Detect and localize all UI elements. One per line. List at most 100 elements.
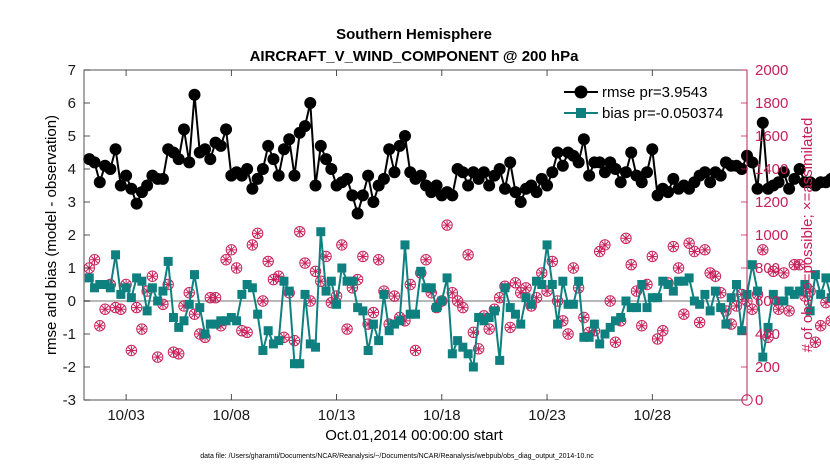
bias-point: [632, 303, 641, 313]
obs-assimilated-point: [463, 250, 473, 260]
bias-point: [358, 306, 368, 316]
obs-possible-point: [225, 244, 238, 256]
obs-assimilated-point: [268, 275, 278, 285]
rmse-point: [251, 172, 264, 185]
rmse-point: [183, 156, 196, 169]
obs-assimilated-point: [684, 238, 694, 248]
y-tick-label: 7: [68, 62, 76, 79]
rmse-point: [662, 186, 675, 199]
bias-point: [137, 276, 147, 286]
obs-assimilated-point: [521, 283, 531, 293]
obs-possible-point: [609, 336, 622, 348]
rmse-point: [462, 179, 475, 192]
obs-possible-point: [625, 259, 637, 271]
bias-point: [321, 286, 331, 296]
obs-assimilated-point: [232, 263, 242, 273]
rmse-point: [477, 166, 490, 179]
bias-point: [311, 342, 321, 352]
obs-assimilated-point: [505, 322, 515, 332]
obs-assimilated-point: [610, 337, 620, 347]
obs-assimilated-point: [153, 352, 163, 362]
bias-point: [105, 283, 115, 293]
bias-point: [484, 313, 494, 322]
x-axis-label: Oct.01,2014 00:00:00 start: [325, 427, 503, 444]
obs-assimilated-point: [247, 240, 257, 250]
y-axis-left: -3 -2 -1 0 1 2 3 4 5 6 7: [63, 62, 90, 409]
rmse-point: [583, 169, 596, 182]
bias-point: [295, 359, 305, 369]
bias-point: [589, 319, 599, 329]
rmse-point: [619, 166, 632, 179]
obs-possible-point: [246, 239, 259, 251]
rmse-point: [714, 169, 727, 182]
y-tick-label: -2: [63, 359, 76, 376]
obs-possible-point: [636, 320, 648, 332]
rmse-point: [498, 182, 511, 195]
obs-possible-point: [667, 240, 680, 253]
obs-possible-point: [530, 292, 543, 304]
obs-possible-point: [457, 301, 469, 314]
obs-assimilated-point: [389, 291, 399, 301]
obs-possible-point: [630, 285, 643, 297]
rmse-point: [304, 97, 317, 109]
obs-assimilated-point: [758, 245, 768, 255]
bias-point: [537, 280, 547, 289]
rmse-point: [172, 153, 185, 166]
obs-possible-point: [183, 287, 195, 299]
obs-possible-point: [88, 254, 101, 266]
bias-point: [789, 289, 799, 299]
obs-assimilated-point: [174, 349, 184, 359]
obs-assimilated-point: [637, 321, 647, 331]
bias-point: [558, 276, 568, 286]
obs-possible-point: [820, 296, 830, 309]
bias-point: [237, 289, 247, 299]
bias-point: [779, 296, 789, 306]
obs-possible-point: [367, 306, 380, 319]
rmse-point: [483, 179, 496, 192]
rmse-point: [577, 133, 590, 146]
obs-possible-point: [578, 311, 590, 324]
bias-point: [716, 303, 726, 313]
bias-point: [737, 326, 747, 336]
y-tick-label: 1: [68, 260, 76, 277]
obs-possible-point: [146, 270, 159, 282]
bias-point: [616, 313, 626, 322]
rmse-series: [83, 88, 830, 220]
obs-possible-point: [604, 295, 616, 307]
bias-point: [710, 286, 720, 296]
obs-assimilated-point: [816, 321, 826, 331]
obs-assimilated-point: [568, 263, 578, 273]
obs-possible-point: [309, 265, 322, 277]
bias-point: [226, 313, 236, 322]
rmse-point: [256, 163, 269, 175]
bias-point: [726, 293, 736, 303]
obs-assimilated-point: [537, 268, 547, 278]
obs-assimilated-point: [221, 255, 231, 265]
bias-point: [90, 283, 100, 293]
bias-point: [84, 273, 94, 283]
rmse-point: [751, 182, 764, 195]
bias-point: [795, 286, 805, 296]
bias-point: [274, 336, 284, 346]
bias-point: [805, 306, 815, 316]
rmse-point: [446, 189, 459, 202]
bias-point: [721, 319, 731, 329]
obs-possible-point: [809, 336, 822, 348]
bias-point: [116, 289, 126, 299]
rmse-point: [199, 143, 212, 156]
legend: rmse pr=3.9543 bias pr=-0.050374: [555, 77, 741, 123]
bias-point: [753, 286, 763, 296]
obs-assimilated-point: [116, 304, 126, 314]
obs-possible-point: [551, 295, 564, 307]
rmse-point: [704, 176, 717, 189]
bias-point: [337, 263, 347, 273]
bias-point: [363, 346, 373, 355]
bias-point: [190, 270, 199, 280]
bias-point: [168, 313, 178, 322]
rmse-point: [393, 139, 406, 152]
bias-point: [158, 286, 168, 296]
y-tick-label: 6: [68, 95, 76, 112]
bias-point: [284, 286, 294, 296]
bias-point: [426, 283, 436, 293]
